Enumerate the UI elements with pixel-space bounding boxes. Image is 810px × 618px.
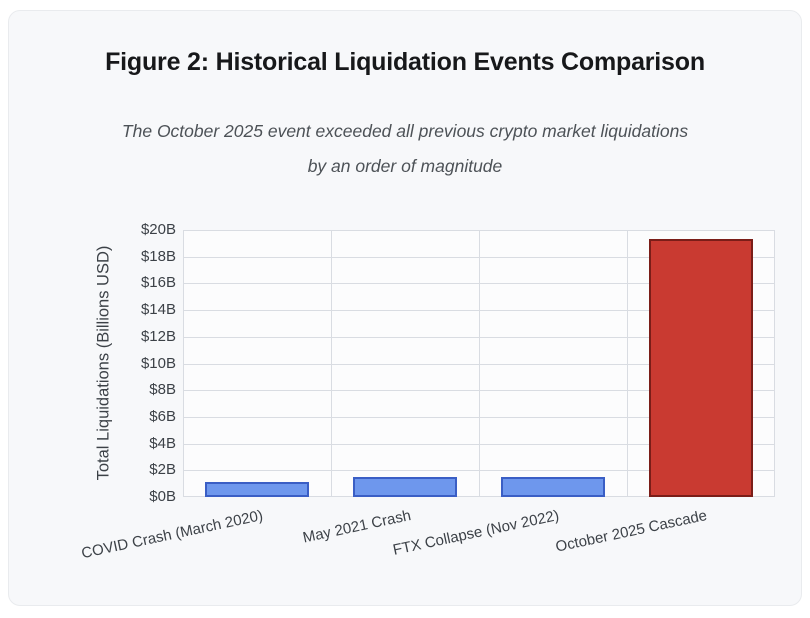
y-tick-label: $6B [149, 407, 176, 425]
gridline-vertical [627, 230, 628, 497]
figure-subtitle-line-2: by an order of magnitude [307, 156, 503, 176]
y-tick-label: $14B [140, 301, 176, 319]
figure-title: Figure 2: Historical Liquidation Events … [105, 48, 705, 76]
gridline-vertical [331, 230, 332, 497]
y-tick-label: $18B [140, 247, 176, 265]
plot-area [183, 230, 775, 497]
y-tick-label: $0B [149, 488, 176, 505]
y-tick-label: $10B [140, 354, 176, 372]
y-tick-label: $2B [149, 461, 176, 479]
bar-2 [501, 476, 605, 497]
bar-highlight [649, 239, 753, 497]
y-tick-label: $20B [140, 221, 176, 238]
gridline-vertical [479, 230, 480, 497]
y-tick-label: $12B [140, 327, 176, 345]
gridline-vertical [774, 230, 775, 497]
figure-subtitle-line-1: The October 2025 event exceeded all prev… [121, 121, 689, 141]
bar-0 [205, 482, 309, 497]
bar-1 [353, 476, 457, 497]
y-tick-label: $4B [149, 434, 176, 452]
y-tick-label: $8B [149, 381, 176, 399]
gridline-vertical [183, 230, 184, 497]
y-tick-label: $16B [140, 274, 176, 292]
